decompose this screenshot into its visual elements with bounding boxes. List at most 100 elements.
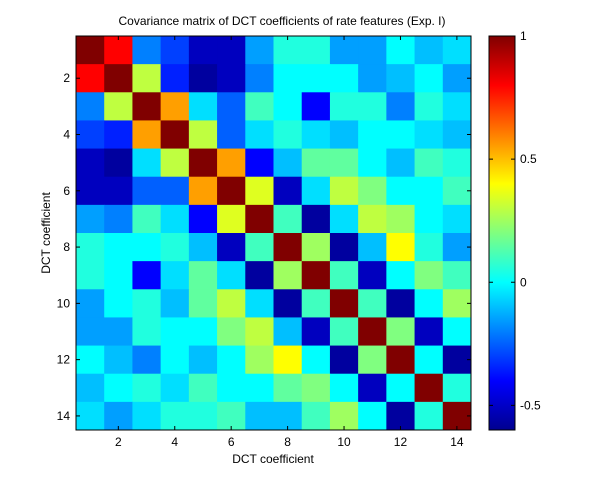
heatmap-cell [442,176,472,206]
heatmap-cell [442,317,472,347]
heatmap-cell [188,64,218,93]
heatmap-cell [386,176,416,206]
heatmap-cell [386,148,416,178]
heatmap-cell [301,92,331,121]
heatmap-cell [329,204,359,234]
heatmap-cell [104,317,133,347]
heatmap-cell [104,148,133,178]
heatmap-cell [414,92,444,121]
heatmap-cell [188,36,218,65]
heatmap-cell [104,176,133,206]
heatmap-cell [386,261,416,290]
heatmap-cell [76,120,105,150]
heatmap-cell [273,289,303,318]
heatmap-cell [132,345,162,375]
heatmap-cell [301,204,331,234]
x-axis-label: DCT coefficient [232,452,314,466]
heatmap-cell [132,373,162,403]
heatmap-cell [329,176,359,206]
heatmap-cell [104,345,133,375]
heatmap-cell [358,261,387,290]
heatmap-cell [245,176,274,206]
heatmap-cell [414,64,444,93]
heatmap-cell [188,345,218,375]
heatmap-cell [358,148,387,178]
heatmap-cells [76,36,472,431]
heatmap-cell [76,176,105,206]
heatmap-cell [217,345,246,375]
heatmap-cell [132,289,162,318]
heatmap-cell [358,64,387,93]
x-tick-label: 2 [115,435,122,449]
heatmap-cell [273,373,303,403]
heatmap-cell [301,120,331,150]
heatmap-cell [188,148,218,178]
heatmap-cell [301,233,331,262]
heatmap-cell [76,345,105,375]
heatmap-cell [245,64,274,93]
heatmap-cell [414,317,444,347]
y-tick-label: 10 [57,296,71,310]
heatmap-cell [160,261,190,290]
heatmap-cell [329,261,359,290]
heatmap-cell [329,373,359,403]
heatmap-cell [188,289,218,318]
heatmap-cell [329,64,359,93]
heatmap-cell [414,36,444,65]
heatmap-cell [188,176,218,206]
heatmap-cell [160,345,190,375]
heatmap-cell [217,120,246,150]
heatmap-cell [132,64,162,93]
heatmap-cell [245,317,274,347]
heatmap-cell [442,345,472,375]
y-tick-label: 2 [63,71,70,85]
heatmap-cell [386,92,416,121]
heatmap-cell [188,92,218,121]
heatmap-cell [301,401,331,431]
heatmap-cell [160,176,190,206]
heatmap-cell [358,373,387,403]
heatmap-cell [132,92,162,121]
heatmap-cell [273,204,303,234]
heatmap-cell [132,36,162,65]
heatmap-cell [358,92,387,121]
heatmap-cell [76,401,105,431]
heatmap-cell [442,401,472,431]
y-tick-label: 8 [63,240,70,254]
heatmap-cell [273,120,303,150]
heatmap-cell [329,317,359,347]
heatmap-cell [329,36,359,65]
heatmap-cell [386,36,416,65]
heatmap-cell [273,401,303,431]
heatmap-cell [414,204,444,234]
heatmap-cell [76,64,105,93]
heatmap-cell [160,289,190,318]
heatmap-cell [188,261,218,290]
heatmap-cell [160,233,190,262]
heatmap-cell [273,317,303,347]
colorbar-tick-label: 0 [520,275,527,289]
heatmap-cell [160,204,190,234]
heatmap-cell [104,401,133,431]
heatmap-cell [329,233,359,262]
heatmap-cell [104,373,133,403]
heatmap-cell [160,401,190,431]
heatmap-cell [273,92,303,121]
heatmap-cell [329,345,359,375]
heatmap-cell [217,148,246,178]
heatmap-cell [160,36,190,65]
heatmap-cell [160,317,190,347]
heatmap-cell [76,233,105,262]
heatmap-cell [104,289,133,318]
heatmap-cell [104,64,133,93]
heatmap-cell [358,317,387,347]
heatmap-cell [132,233,162,262]
heatmap-cell [245,148,274,178]
heatmap-cell [358,289,387,318]
y-axis-ticks: 2 4 6 8 10 12 14 [57,71,471,423]
heatmap-cell [442,289,472,318]
heatmap-cell [273,36,303,65]
heatmap-cell [132,204,162,234]
y-axis-label: DCT coefficient [39,192,53,274]
heatmap-cell [217,289,246,318]
